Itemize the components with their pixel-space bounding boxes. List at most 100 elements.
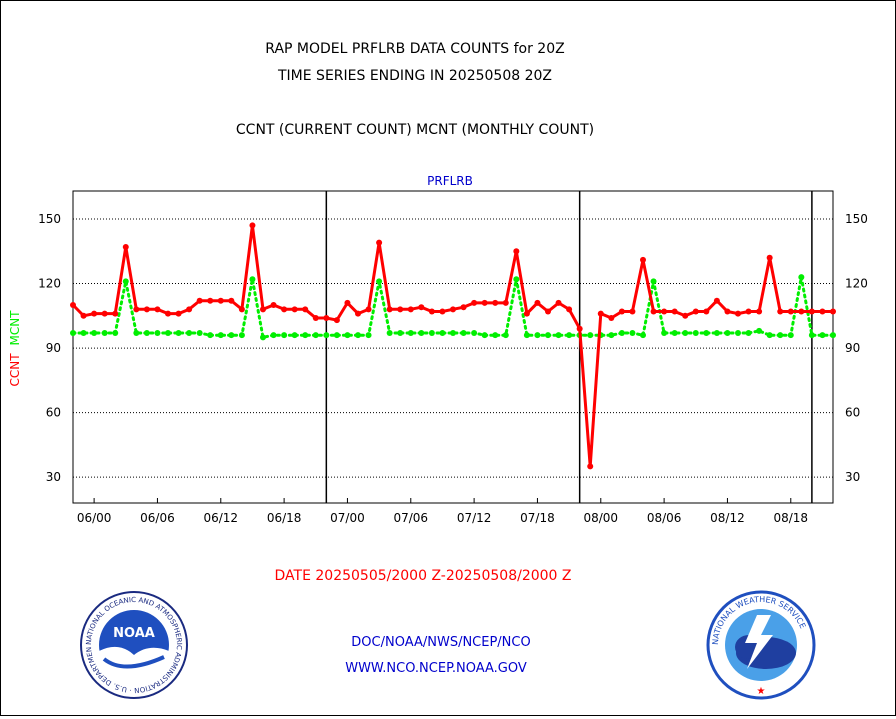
- chart-subtitle: CCNT (CURRENT COUNT) MCNT (MONTHLY COUNT…: [236, 122, 594, 138]
- series-line-ccnt: [71, 225, 835, 467]
- data-point-ccnt: [735, 310, 741, 317]
- data-point-ccnt: [555, 299, 562, 306]
- data-point-mcnt: [207, 332, 214, 339]
- data-point-mcnt: [650, 278, 657, 285]
- data-point-mcnt: [165, 330, 171, 337]
- data-point-ccnt: [333, 317, 340, 324]
- data-point-mcnt: [671, 330, 678, 337]
- data-point-ccnt: [819, 308, 826, 315]
- data-point-mcnt: [534, 332, 541, 339]
- data-point-ccnt: [492, 299, 499, 306]
- data-point-ccnt: [724, 308, 731, 315]
- data-point-mcnt: [713, 330, 720, 337]
- data-point-ccnt: [745, 308, 752, 315]
- data-point-ccnt: [207, 297, 214, 304]
- data-point-ccnt: [196, 297, 203, 304]
- data-point-ccnt: [101, 310, 108, 317]
- data-point-ccnt: [281, 306, 288, 313]
- data-point-mcnt: [217, 332, 224, 339]
- data-point-ccnt: [143, 306, 150, 313]
- data-point-mcnt: [175, 330, 182, 337]
- data-point-ccnt: [787, 308, 794, 315]
- data-point-ccnt: [217, 297, 224, 304]
- data-point-mcnt: [819, 332, 826, 339]
- data-point-mcnt: [830, 332, 836, 339]
- data-point-mcnt: [355, 332, 361, 339]
- data-point-mcnt: [566, 332, 573, 339]
- data-point-ccnt: [703, 308, 710, 315]
- y-tick-label-left: 30: [46, 470, 61, 484]
- data-point-mcnt: [808, 332, 815, 339]
- data-point-ccnt: [249, 222, 256, 229]
- data-point-ccnt: [344, 299, 351, 306]
- data-point-mcnt: [787, 332, 794, 339]
- data-point-ccnt: [618, 308, 625, 315]
- y-axis-label-ccnt: CCNT: [8, 353, 22, 387]
- data-point-mcnt: [133, 330, 140, 337]
- x-tick-label: 07/12: [457, 511, 492, 525]
- data-point-mcnt: [186, 330, 193, 337]
- y-axis-label-mcnt: MCNT: [8, 310, 22, 346]
- data-point-mcnt: [735, 330, 741, 337]
- data-point-mcnt: [502, 332, 509, 339]
- data-point-mcnt: [281, 332, 288, 339]
- data-point-mcnt: [228, 332, 235, 339]
- nws-logo[interactable]: NATIONAL WEATHER SERVICE ★: [706, 590, 816, 700]
- data-point-mcnt: [608, 332, 615, 339]
- x-tick-label: 06/06: [140, 511, 175, 525]
- data-point-mcnt: [640, 332, 646, 339]
- data-point-mcnt: [428, 330, 435, 337]
- data-point-ccnt: [270, 302, 277, 309]
- data-point-ccnt: [798, 308, 805, 315]
- data-point-ccnt: [260, 306, 266, 313]
- svg-text:★: ★: [757, 686, 766, 697]
- data-point-ccnt: [355, 310, 361, 317]
- data-point-ccnt: [513, 248, 520, 255]
- data-point-mcnt: [418, 330, 425, 337]
- data-point-mcnt: [703, 330, 710, 337]
- data-point-ccnt: [165, 310, 171, 317]
- noaa-logo[interactable]: NATIONAL OCEANIC AND ATMOSPHERIC ADMINIS…: [80, 591, 188, 699]
- data-point-mcnt: [629, 330, 636, 337]
- data-point-ccnt: [523, 310, 530, 317]
- data-point-mcnt: [386, 330, 393, 337]
- y-axis-title: CCNT MCNT: [8, 310, 22, 387]
- data-point-mcnt: [302, 332, 309, 339]
- data-point-mcnt: [682, 330, 689, 337]
- data-point-ccnt: [397, 306, 404, 313]
- data-point-ccnt: [777, 308, 784, 315]
- data-point-mcnt: [471, 330, 478, 337]
- data-point-mcnt: [523, 332, 530, 339]
- x-tick-label: 08/12: [710, 511, 745, 525]
- y-tick-label-right: 120: [845, 277, 868, 291]
- data-point-ccnt: [587, 463, 594, 470]
- data-point-ccnt: [238, 306, 245, 313]
- data-point-mcnt: [756, 327, 763, 334]
- data-point-ccnt: [407, 306, 414, 313]
- data-point-ccnt: [650, 308, 657, 315]
- x-tick-label: 07/18: [520, 511, 555, 525]
- data-point-mcnt: [260, 334, 266, 341]
- data-point-mcnt: [555, 332, 562, 339]
- data-point-mcnt: [481, 332, 488, 339]
- y-tick-label-left: 60: [46, 406, 61, 420]
- data-point-mcnt: [291, 332, 298, 339]
- x-tick-label: 06/12: [203, 511, 238, 525]
- data-point-mcnt: [745, 330, 752, 337]
- data-point-ccnt: [386, 306, 393, 313]
- data-point-ccnt: [534, 299, 541, 306]
- data-point-mcnt: [323, 332, 330, 339]
- data-point-mcnt: [460, 330, 467, 337]
- data-point-ccnt: [502, 299, 509, 306]
- data-point-mcnt: [724, 330, 731, 337]
- data-point-ccnt: [365, 306, 372, 313]
- data-point-mcnt: [154, 330, 161, 337]
- data-point-ccnt: [545, 308, 551, 315]
- data-point-ccnt: [756, 308, 763, 315]
- data-point-mcnt: [492, 332, 499, 339]
- data-point-mcnt: [196, 330, 203, 337]
- data-point-mcnt: [397, 330, 404, 337]
- link-doc-noaa[interactable]: DOC/NOAA/NWS/NCEP/NCO: [351, 635, 530, 650]
- data-point-ccnt: [439, 308, 446, 315]
- link-nco-website[interactable]: WWW.NCO.NCEP.NOAA.GOV: [345, 661, 527, 676]
